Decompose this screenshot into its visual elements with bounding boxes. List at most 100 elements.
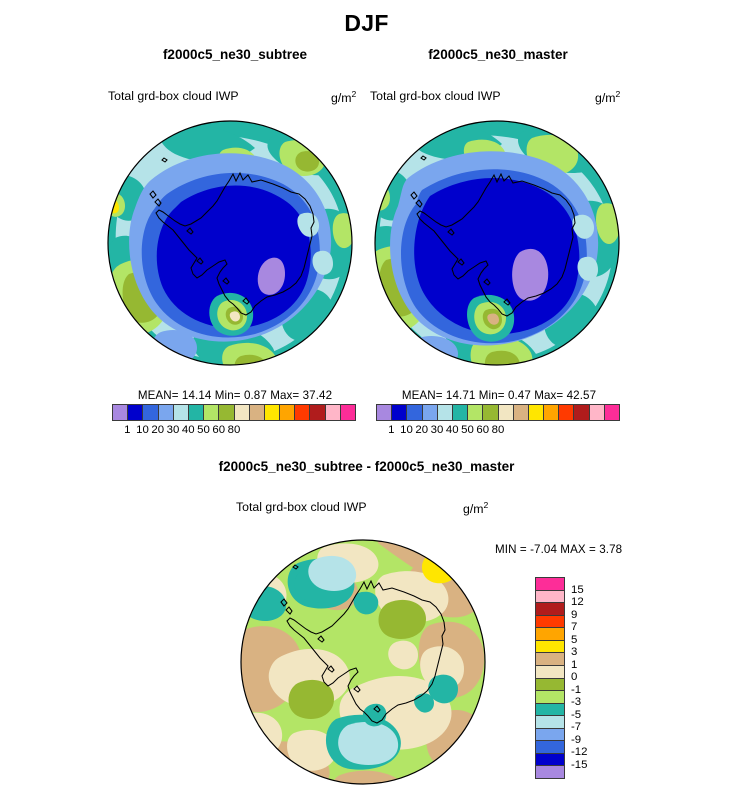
- right-colorbar-swatch: [392, 405, 408, 420]
- right-map-svg: [374, 120, 620, 366]
- right-map-coastline: [410, 155, 576, 317]
- diff-map-outline: [240, 539, 486, 785]
- left-colorbar-swatch: [234, 405, 250, 420]
- left-colorbar-swatch: [128, 405, 144, 420]
- right-colorbar-ticks: 1 10 20 30 40 50 60 80: [376, 424, 620, 440]
- diff-colorbar-tick: 3: [571, 646, 578, 658]
- diff-colorbar-tick: 12: [571, 596, 584, 608]
- left-panel-units: g/m2: [331, 89, 356, 105]
- diff-colorbar-swatch: [536, 615, 564, 629]
- right-colorbar-swatch: [528, 405, 545, 420]
- diff-colorbar-swatch: [536, 628, 564, 641]
- right-colorbar-swatch: [377, 405, 393, 420]
- right-panel-map: [372, 118, 622, 368]
- right-colorbar-tick: 1: [388, 424, 395, 436]
- diff-colorbar-tick: -3: [571, 696, 582, 708]
- right-map-contours: [375, 121, 619, 365]
- left-colorbar-tick: 40: [181, 424, 195, 436]
- diff-colorbar-swatch: [536, 703, 564, 717]
- diff-panel-title: f2000c5_ne30_subtree - f2000c5_ne30_mast…: [218, 459, 515, 474]
- diff-colorbar-swatch: [536, 766, 564, 778]
- diff-colorbar-tick: 7: [571, 621, 578, 633]
- left-colorbar-tick: 10: [136, 424, 149, 436]
- diff-panel-map: [238, 537, 488, 787]
- diff-panel-field-label: Total grd-box cloud IWP: [236, 500, 367, 514]
- left-panel-units-exponent: 2: [351, 89, 357, 99]
- left-colorbar-swatch: [113, 405, 129, 420]
- right-colorbar-tick: 60: [476, 424, 490, 436]
- diff-colorbar-swatch: [536, 603, 564, 616]
- right-colorbar-swatch: [574, 405, 590, 420]
- right-colorbar-swatch: [498, 405, 514, 420]
- right-colorbar-swatch: [589, 405, 605, 420]
- left-colorbar: 1 10 20 30 40 50 60 80: [112, 404, 356, 440]
- right-colorbar-swatch: [422, 405, 438, 420]
- right-colorbar-tick: 30: [430, 424, 444, 436]
- left-panel-field-label: Total grd-box cloud IWP: [108, 89, 239, 103]
- right-panel-field-label: Total grd-box cloud IWP: [370, 89, 501, 103]
- left-colorbar-swatch: [173, 405, 189, 420]
- left-colorbar-swatch: [280, 405, 296, 420]
- diff-colorbar-tick: 9: [571, 608, 578, 621]
- diff-colorbar-swatch: [536, 716, 564, 729]
- left-map-contours: [108, 121, 352, 365]
- right-panel-title: f2000c5_ne30_master: [428, 47, 568, 62]
- left-colorbar-tick: 80: [227, 424, 241, 436]
- diff-colorbar-swatch: [536, 665, 564, 679]
- left-map-svg: [107, 120, 353, 366]
- diff-map-contours: [241, 540, 485, 784]
- right-panel-stats: MEAN= 14.71 Min= 0.47 Max= 42.57: [401, 389, 597, 402]
- diff-colorbar-tick: 15: [571, 583, 584, 596]
- left-panel-title: f2000c5_ne30_subtree: [162, 47, 308, 62]
- left-colorbar-swatch: [204, 405, 220, 420]
- right-colorbar-swatch: [513, 405, 529, 420]
- left-colorbar-swatches: [112, 404, 356, 421]
- left-colorbar-swatch: [158, 405, 174, 420]
- left-colorbar-swatch: [249, 405, 265, 420]
- diff-colorbar-tick: -1: [571, 683, 582, 696]
- left-colorbar-tick: 60: [212, 424, 226, 436]
- right-colorbar-swatch: [544, 405, 560, 420]
- right-colorbar-swatch: [437, 405, 453, 420]
- diff-map-svg: [240, 539, 486, 785]
- right-colorbar-swatch: [407, 405, 423, 420]
- right-colorbar-swatch: [452, 405, 469, 420]
- right-colorbar-tick: 50: [461, 424, 474, 436]
- diff-colorbar-swatch: [536, 653, 564, 666]
- left-colorbar-tick: 20: [151, 424, 165, 436]
- diff-panel-units-exponent: 2: [483, 500, 489, 510]
- diff-panel-stats: MIN = -7.04 MAX = 3.78: [495, 543, 623, 556]
- left-colorbar-tick: 30: [166, 424, 180, 436]
- left-colorbar-swatch: [310, 405, 326, 420]
- left-map-outline: [107, 120, 353, 366]
- diff-colorbar: 15 12 9 7 5 3 1 0 -1 -3 -5 -7 -9 -12 -15: [535, 577, 605, 779]
- right-colorbar: 1 10 20 30 40 50 60 80: [376, 404, 620, 440]
- diff-colorbar-tick: -15: [571, 758, 588, 771]
- diff-colorbar-ticks: 15 12 9 7 5 3 1 0 -1 -3 -5 -7 -9 -12 -15: [571, 577, 605, 777]
- diff-panel-units: g/m2: [463, 500, 488, 516]
- right-colorbar-swatch: [468, 405, 484, 420]
- diff-panel-units-text: g/m: [463, 502, 484, 517]
- left-colorbar-swatch: [340, 405, 355, 420]
- diff-colorbar-swatch: [536, 678, 564, 692]
- left-colorbar-tick: 50: [197, 424, 210, 436]
- diff-colorbar-swatch: [536, 741, 564, 754]
- figure-main-title: DJF: [344, 10, 389, 36]
- right-panel-units-text: g/m: [595, 91, 616, 106]
- diff-colorbar-swatch: [536, 578, 564, 591]
- right-colorbar-tick: 80: [491, 424, 505, 436]
- left-colorbar-ticks: 1 10 20 30 40 50 60 80: [112, 424, 356, 440]
- left-colorbar-swatch: [143, 405, 159, 420]
- right-colorbar-tick: 20: [415, 424, 429, 436]
- right-colorbar-tick: 10: [400, 424, 413, 436]
- right-map-outline: [374, 120, 620, 366]
- left-colorbar-tick: 1: [124, 424, 131, 436]
- right-colorbar-swatch: [483, 405, 499, 420]
- left-panel-stats: MEAN= 14.14 Min= 0.87 Max= 37.42: [137, 389, 333, 402]
- diff-colorbar-swatch: [536, 590, 564, 604]
- diff-colorbar-tick: -7: [571, 721, 582, 733]
- diff-map-coastline: [280, 564, 446, 724]
- diff-colorbar-tick: 1: [571, 658, 578, 671]
- right-colorbar-swatch: [559, 405, 575, 420]
- left-colorbar-swatch: [219, 405, 235, 420]
